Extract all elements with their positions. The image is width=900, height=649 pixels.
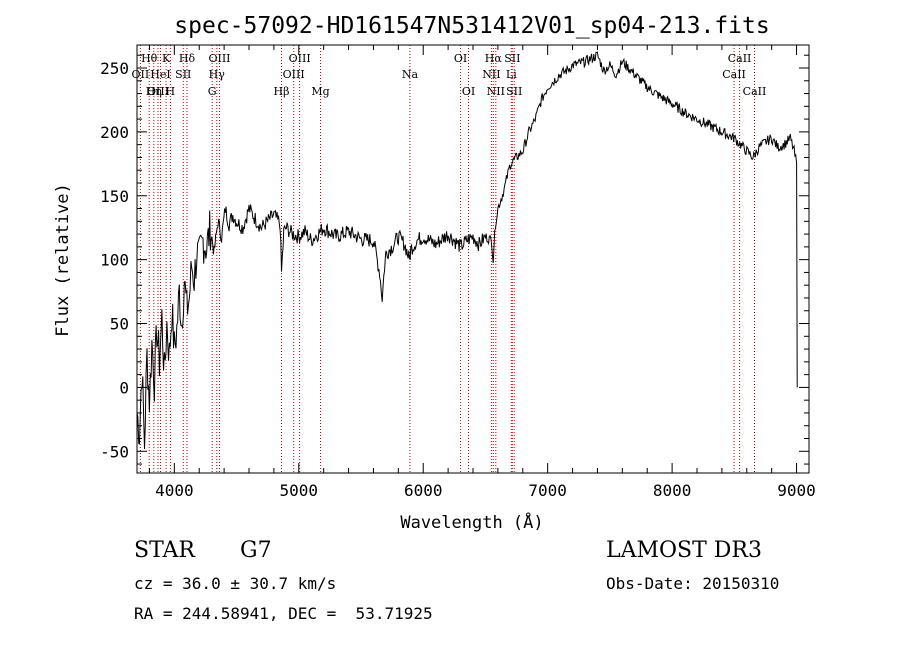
emission-line-markers: [139, 45, 755, 473]
line-mark-label-26: CaII: [722, 68, 746, 81]
line-mark-label-24: SII: [506, 85, 522, 98]
line-mark-label-27: CaII: [743, 85, 767, 98]
survey-name: LAMOST DR3: [606, 538, 762, 563]
line-mark-label-19: Hα: [485, 52, 503, 65]
line-mark-label-25: CaII: [728, 52, 752, 65]
line-mark-label-22: SII: [504, 52, 520, 65]
y-tick-label-50: 50: [110, 315, 129, 334]
line-mark-label-17: OI: [454, 52, 467, 65]
axes: 4000 5000 6000 7000 8000 9000 -50 0 50 100 150 200 2…: [100, 45, 816, 500]
line-mark-label-9: OIII: [208, 52, 230, 65]
line-mark-label-2: OIII: [147, 85, 169, 98]
y-tick-label-150: 150: [100, 187, 129, 206]
line-mark-label-21: NII: [487, 85, 505, 98]
flux-series: [136, 51, 798, 450]
line-mark-label-12: OIII: [289, 52, 311, 65]
x-tick-label-7000: 7000: [528, 481, 567, 500]
x-tick-label-5000: 5000: [280, 481, 319, 500]
x-tick-label-4000: 4000: [155, 481, 194, 500]
line-mark-label-5: Hη: [146, 85, 162, 98]
y-tick-label-250: 250: [100, 59, 129, 78]
coordinates: RA = 244.58941, DEC = 53.71925: [134, 604, 433, 623]
x-tick-label-9000: 9000: [777, 481, 816, 500]
line-mark-label-23: Li: [506, 68, 517, 81]
y-tick-label--50: -50: [100, 442, 129, 461]
flux-line: [136, 51, 798, 450]
x-tick-label-6000: 6000: [404, 481, 443, 500]
plot-frame: [136, 44, 810, 474]
line-mark-label-7: SII: [175, 68, 191, 81]
subclass: G7: [240, 538, 272, 563]
line-mark-label-16: Na: [402, 68, 419, 81]
line-mark-label-6: Hδ: [179, 52, 196, 65]
y-tick-label-200: 200: [100, 123, 129, 142]
line-mark-label-15: Mg: [311, 85, 329, 98]
line-mark-label-0: Hθ: [141, 52, 158, 65]
line-mark-label-20: NII: [482, 68, 500, 81]
chart-title: spec-57092-HD161547N531412V01_sp04-213.f…: [174, 13, 769, 39]
y-tick-label-100: 100: [100, 251, 129, 270]
object-type: STAR: [134, 538, 195, 563]
line-mark-label-8: H: [166, 85, 176, 98]
y-tick-label-0: 0: [119, 378, 129, 397]
x-tick-label-8000: 8000: [653, 481, 692, 500]
obs-date: Obs-Date: 20150310: [606, 574, 780, 593]
x-axis-label: Wavelength (Å): [400, 511, 543, 533]
redshift-value: cz = 36.0 ± 30.7 km/s: [134, 574, 337, 593]
line-mark-label-13: OIII: [283, 68, 305, 81]
line-mark-label-18: OI: [462, 85, 475, 98]
line-mark-label-10: Hγ: [209, 68, 226, 81]
line-mark-label-11: G: [208, 85, 217, 98]
y-axis-label: Flux (relative): [53, 183, 73, 337]
line-mark-label-4: HeI: [150, 68, 170, 81]
line-mark-label-14: Hβ: [274, 85, 290, 98]
line-mark-label-1: OII: [132, 68, 150, 81]
line-mark-label-3: K: [162, 52, 171, 65]
